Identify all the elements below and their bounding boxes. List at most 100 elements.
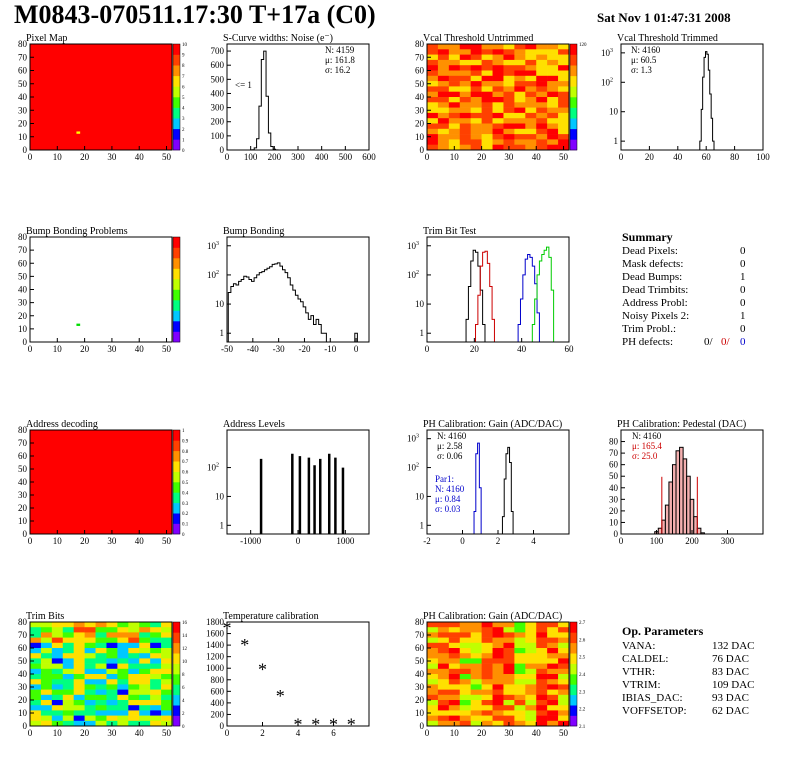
x-tick-label: 0 [296, 536, 301, 546]
heatmap-cell [525, 49, 537, 55]
heatmap-cell [62, 653, 74, 659]
heatmap-cell [448, 622, 461, 628]
heatmap-cell [536, 674, 548, 680]
heatmap-cell [84, 705, 96, 711]
heatmap-cell [427, 622, 439, 628]
heatmap-cell [437, 648, 450, 654]
summary-title: Summary [622, 230, 673, 244]
palette-swatch [173, 440, 180, 452]
heatmap-cell [128, 627, 140, 633]
heatmap-cell [459, 668, 471, 675]
heatmap-cell [459, 75, 471, 82]
heatmap-cell [427, 86, 439, 92]
heatmap-cell [73, 684, 85, 690]
y-tick-label: 40 [18, 477, 28, 487]
y-tick-label: 10 [601, 77, 611, 87]
heatmap-cell [547, 689, 559, 696]
heatmap-cell [558, 653, 570, 659]
x-tick-label: 200 [685, 536, 699, 546]
y-tick-label: 1000 [206, 663, 225, 673]
palette-swatch [570, 663, 577, 675]
heatmap-cell [448, 65, 461, 71]
heatmap-cell [525, 91, 537, 98]
x-tick-label: 300 [291, 152, 305, 162]
x-tick-label: 100 [244, 152, 258, 162]
heatmap-cell [161, 674, 173, 680]
heatmap-cell [470, 59, 482, 66]
y-tick-label: 60 [18, 643, 28, 653]
heatmap-cell [525, 653, 537, 659]
heatmap-cell [139, 700, 151, 706]
heatmap-cell [84, 637, 96, 644]
heatmap-cell [427, 139, 439, 145]
heatmap-cell [503, 54, 515, 61]
heatmap-cell [128, 663, 140, 670]
heatmap-cell [448, 59, 461, 66]
heatmap-cell [558, 91, 570, 98]
heatmap-cell [514, 720, 526, 727]
y-tick-label: 80 [415, 39, 425, 49]
palette-swatch [173, 331, 180, 343]
heatmap-cell [73, 637, 85, 644]
heatmap-cell [427, 75, 439, 82]
y-tick-label: 0 [23, 529, 28, 539]
heatmap-cell [40, 653, 53, 659]
heatmap-cell [525, 44, 537, 50]
heatmap-cell [547, 59, 559, 66]
heatmap-cell [492, 627, 504, 633]
heatmap-cell [514, 689, 526, 696]
palette-bar [569, 621, 578, 727]
heatmap-cell [470, 679, 482, 685]
heatmap-cell [448, 627, 461, 633]
heatmap-cell [139, 679, 151, 685]
y-tick-label: 0 [220, 145, 225, 155]
heatmap-cell [481, 134, 493, 140]
palette-swatch [173, 237, 180, 248]
op-param-value: 132 DAC [712, 640, 755, 652]
heatmap-cell [503, 49, 515, 55]
y-tick-label: 40 [415, 92, 425, 102]
op-param-label: VOFFSETOP: [622, 705, 687, 717]
heatmap-cell [427, 694, 439, 701]
heatmap-cell [492, 81, 504, 87]
heatmap-cell [437, 715, 450, 722]
heatmap-cell [448, 694, 461, 701]
x-tick-label: -50 [221, 344, 233, 354]
heatmap-cell [51, 637, 64, 644]
palette-tick-label: 12 [182, 647, 188, 652]
heatmap-cell [459, 49, 471, 55]
y-tick-label-exp: 2 [416, 463, 419, 469]
y-tick-label: 60 [18, 66, 28, 76]
heatmap-cell [470, 75, 482, 82]
heatmap-cell [51, 705, 64, 711]
x-tick-label: 20 [477, 728, 487, 738]
heatmap-cell [139, 632, 151, 638]
heatmap-cell [503, 91, 515, 98]
heatmap-cell [84, 622, 96, 628]
palette-tick-label: 2.3 [579, 690, 586, 695]
heatmap-cell [492, 658, 504, 664]
heatmap-cell [558, 632, 570, 638]
plot-title: S-Curve widths: Noise (e⁻) [223, 33, 333, 44]
x-tick-label: -10 [324, 344, 336, 354]
heatmap-cell [525, 663, 537, 670]
heatmap-cell [139, 720, 151, 727]
heatmap-cell [492, 102, 504, 108]
x-tick-label: 0 [425, 152, 430, 162]
heatmap-cell [459, 123, 471, 130]
heatmap-cell [536, 75, 548, 82]
heatmap-cell [437, 144, 450, 151]
heatmap-cell [481, 705, 493, 711]
heatmap-cell [492, 663, 504, 670]
palette-swatch [570, 97, 577, 108]
heatmap-cell [536, 720, 548, 727]
heatmap-cell [161, 705, 173, 711]
x-tick-label: 20 [80, 728, 90, 738]
heatmap-cell [536, 128, 548, 135]
heatmap-cell [437, 663, 450, 670]
heatmap-cell [459, 144, 471, 151]
heatmap-cell [547, 648, 559, 654]
y-tick-label: 70 [609, 448, 619, 458]
heatmap-cell [558, 54, 570, 61]
heatmap-cell [492, 689, 504, 696]
